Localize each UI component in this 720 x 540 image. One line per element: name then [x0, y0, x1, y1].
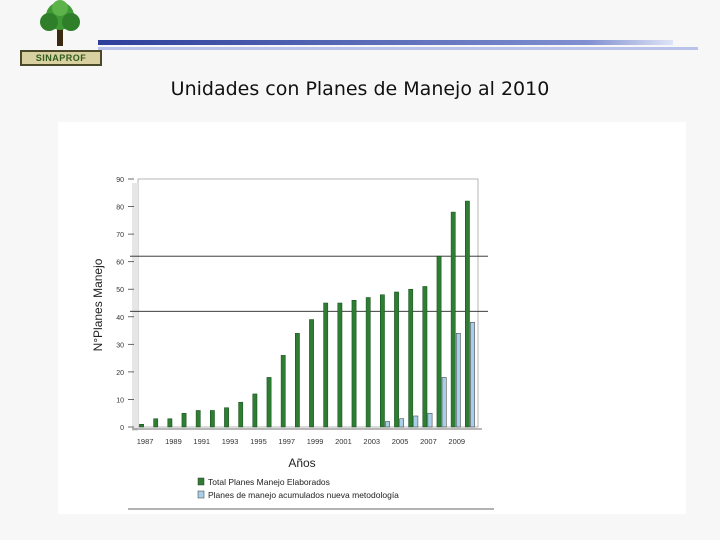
y-tick-label: 90	[116, 177, 124, 184]
bar-total	[295, 333, 300, 428]
bar-total	[167, 418, 173, 428]
bar-total	[408, 288, 414, 428]
tree-icon	[40, 0, 80, 46]
slide-title: Unidades con Planes de Manejo al 2010	[170, 78, 550, 100]
legend-swatch	[197, 490, 205, 499]
plot-side-wall	[132, 183, 138, 431]
x-axis-label: Años	[288, 456, 315, 470]
bar-total	[365, 297, 371, 428]
bar-new-methodology	[441, 377, 447, 428]
bar-new-methodology	[413, 415, 419, 428]
y-tick-label: 20	[116, 370, 124, 377]
bar-total	[210, 410, 215, 428]
x-tick-label: 2003	[363, 437, 380, 446]
x-tick-label: 2005	[392, 437, 409, 446]
bar-new-methodology	[399, 418, 405, 428]
bar-total	[238, 401, 244, 428]
bar-new-methodology	[427, 412, 433, 428]
y-tick-label: 60	[116, 260, 124, 267]
x-tick-label: 1997	[278, 437, 295, 446]
logo-badge: SINAPROF	[20, 50, 102, 66]
legend: Total Planes Manejo Elaborados Planes de …	[128, 477, 494, 510]
bar-total	[436, 255, 442, 428]
bar-total	[252, 393, 258, 428]
legend-label: Planes de manejo acumulados nueva metodo…	[208, 490, 399, 500]
x-tick-label: 2001	[335, 437, 352, 446]
y-tick-label: 40	[116, 315, 124, 322]
bar-new-methodology	[470, 322, 475, 428]
bar-total	[380, 294, 385, 428]
bar-total	[351, 299, 357, 428]
bar-total	[280, 355, 286, 428]
y-tick-label: 10	[116, 397, 124, 404]
y-tick-label: 80	[116, 205, 124, 212]
bar-total	[450, 211, 456, 428]
x-tick-label: 1987	[137, 437, 154, 446]
bar-total	[309, 319, 314, 428]
x-tick-label: 1989	[165, 437, 182, 446]
bar-total	[323, 302, 329, 428]
chart-panel: 0 10 20 30 40 50 60 70 80 90 1987 1989 1991 1993 1995 1…	[58, 122, 686, 514]
y-axis-label: N°Planes Manejo	[91, 258, 105, 351]
sinaprof-logo: SINAPROF	[14, 0, 102, 70]
x-tick-label: 1995	[250, 437, 267, 446]
bar-total	[266, 377, 272, 428]
x-tick-label: 1993	[222, 437, 239, 446]
y-tick-label: 70	[116, 232, 124, 239]
x-tick-label: 2007	[420, 437, 437, 446]
legend-swatch	[197, 477, 205, 486]
bar-total	[224, 407, 229, 428]
bar-total	[195, 410, 201, 428]
bar-total	[394, 291, 399, 428]
legend-label: Total Planes Manejo Elaborados	[208, 477, 330, 487]
y-tick-label: 50	[116, 287, 124, 294]
bar-total	[181, 412, 187, 428]
bar-total	[337, 302, 343, 428]
header-bar	[98, 40, 698, 50]
bar-chart: 0 10 20 30 40 50 60 70 80 90 1987 1989 1991 1993 1995 1…	[91, 177, 494, 510]
x-tick-label: 1991	[193, 437, 210, 446]
bar-total	[139, 423, 144, 428]
y-tick-label: 0	[120, 425, 124, 432]
bar-total	[153, 418, 159, 428]
bar-total	[422, 286, 428, 428]
bar-total	[465, 200, 470, 428]
bar-new-methodology	[455, 333, 461, 428]
x-tick-label: 1999	[307, 437, 324, 446]
x-tick-label: 2009	[448, 437, 465, 446]
y-tick-label: 30	[116, 342, 124, 349]
bar-new-methodology	[385, 421, 390, 428]
